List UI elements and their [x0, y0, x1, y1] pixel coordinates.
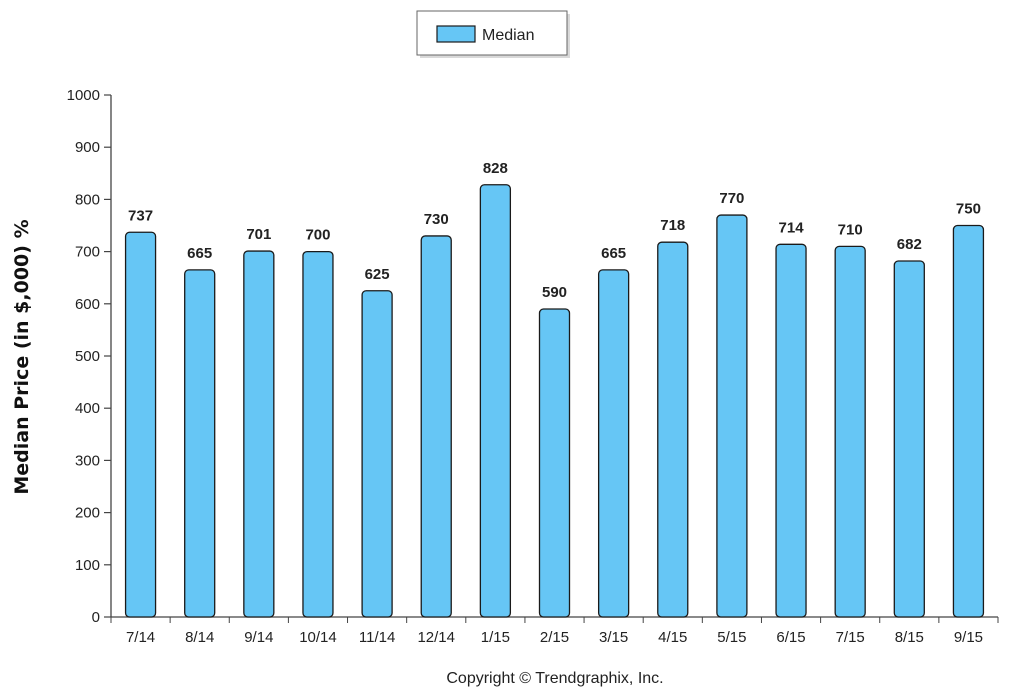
bar [597, 269, 630, 618]
x-tick-label: 11/14 [359, 629, 395, 646]
y-tick-label: 900 [75, 139, 100, 156]
data-label: 665 [601, 245, 626, 262]
x-tick-label: 6/15 [776, 629, 805, 646]
bar [479, 184, 512, 618]
data-label: 737 [128, 207, 153, 224]
x-tick-label: 7/14 [126, 629, 155, 646]
data-label: 701 [246, 226, 271, 243]
y-axis: 0 100 200 300 400 500 600 700 800 900 1000 [67, 87, 112, 626]
bar [243, 250, 275, 618]
y-tick-label: 400 [75, 400, 100, 417]
x-tick-label: 4/15 [658, 629, 687, 646]
x-tick-label: 8/15 [895, 629, 924, 646]
data-label: 828 [483, 160, 508, 177]
x-tick-label: 7/15 [836, 629, 865, 646]
bar [538, 308, 571, 618]
x-tick-label: 5/15 [717, 629, 746, 646]
y-tick-label: 600 [75, 296, 100, 313]
legend-label: Median [482, 27, 534, 44]
x-tick-label: 3/15 [599, 629, 628, 646]
x-tick-label: 1/15 [481, 629, 510, 646]
y-tick-label: 500 [75, 348, 100, 365]
data-label: 700 [305, 227, 330, 244]
bar [893, 260, 925, 618]
data-label: 730 [424, 211, 449, 228]
y-tick-label: 1000 [67, 87, 100, 104]
bar [420, 235, 452, 618]
data-label: 665 [187, 245, 212, 262]
y-axis-title: Median Price (in $,000) % [11, 219, 33, 494]
bar [361, 290, 393, 618]
data-label: 710 [838, 221, 863, 238]
bar [184, 269, 216, 618]
y-tick-label: 800 [75, 191, 100, 208]
data-label: 625 [365, 266, 390, 283]
data-label: 770 [719, 190, 744, 207]
bar [834, 245, 866, 618]
bar [952, 224, 985, 618]
bars [124, 184, 985, 618]
data-label: 750 [956, 201, 981, 218]
y-tick-label: 700 [75, 244, 100, 261]
x-tick-label: 12/14 [417, 629, 455, 646]
x-axis: 7/14 8/14 9/14 10/14 11/14 12/14 1/15 2/15 3/15 4… [110, 616, 999, 646]
y-tick-label: 300 [75, 452, 100, 469]
legend: Median [416, 10, 570, 58]
bar [302, 250, 334, 618]
data-label: 682 [897, 236, 922, 253]
bar [716, 214, 748, 618]
bar [657, 241, 689, 618]
x-tick-label: 10/14 [299, 629, 337, 646]
data-label: 590 [542, 284, 567, 301]
copyright-text: Copyright © Trendgraphix, Inc. [446, 670, 663, 687]
legend-swatch [436, 25, 476, 43]
y-tick-label: 100 [75, 557, 100, 574]
data-label: 718 [660, 217, 685, 234]
x-tick-label: 2/15 [540, 629, 569, 646]
x-tick-label: 8/14 [185, 629, 214, 646]
y-tick-label: 0 [92, 609, 100, 626]
x-tick-label: 9/14 [244, 629, 273, 646]
bar [124, 231, 157, 618]
x-tick-label: 9/15 [954, 629, 983, 646]
bar [775, 243, 807, 618]
y-tick-label: 200 [75, 505, 100, 522]
data-label: 714 [779, 219, 805, 236]
data-labels: 737 665 701 700 625 730 828 590 665 718 770 714 710 6… [128, 160, 981, 301]
